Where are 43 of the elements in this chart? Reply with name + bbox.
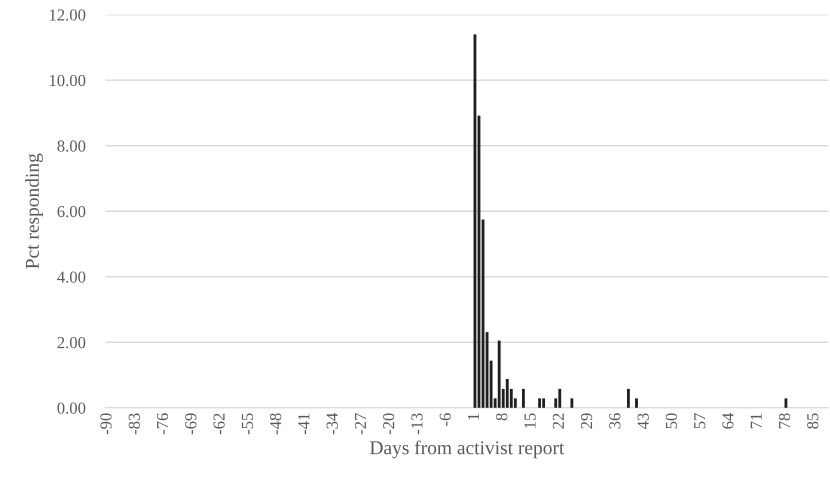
x-tick-label: 22 bbox=[552, 414, 564, 429]
x-tick-label: -76 bbox=[156, 413, 168, 434]
x-tick-label: 64 bbox=[722, 412, 734, 429]
x-tick-label: 50 bbox=[666, 413, 678, 428]
bar bbox=[635, 398, 638, 408]
bar bbox=[627, 388, 630, 408]
x-tick-label: -55 bbox=[242, 413, 253, 434]
x-tick-label: -62 bbox=[213, 414, 225, 434]
y-tick-label: 12.00 bbox=[50, 9, 86, 21]
x-tick-label: -48 bbox=[270, 413, 282, 434]
x-tick-label: 71 bbox=[750, 414, 762, 428]
x-tick-label: -13 bbox=[411, 413, 423, 434]
x-tick-label: -20 bbox=[383, 413, 394, 434]
y-tick-label: 2.00 bbox=[58, 337, 86, 348]
bar bbox=[522, 388, 525, 408]
bar bbox=[570, 398, 574, 408]
x-tick-label: -34 bbox=[326, 412, 338, 434]
x-tick-label: -90 bbox=[100, 413, 112, 434]
x-tick-label: 85 bbox=[807, 413, 818, 429]
x-tick-label: 29 bbox=[581, 413, 592, 429]
bar bbox=[538, 398, 541, 408]
y-axis-title: Pct responding bbox=[25, 154, 43, 269]
x-tick-label: 1 bbox=[468, 414, 479, 420]
x-tick-label: -69 bbox=[185, 413, 196, 434]
x-tick-label: -27 bbox=[354, 413, 366, 434]
x-tick-label: 43 bbox=[638, 413, 649, 430]
x-axis-title: Days from activist report bbox=[370, 440, 564, 458]
x-tick-label: 57 bbox=[694, 413, 706, 428]
x-tick-label: 36 bbox=[609, 413, 620, 429]
y-tick-label: 4.00 bbox=[57, 271, 86, 283]
bar bbox=[784, 398, 788, 408]
x-tick-label: -83 bbox=[128, 413, 140, 434]
bar bbox=[474, 34, 476, 408]
y-tick-label: 8.00 bbox=[57, 140, 86, 152]
bar bbox=[542, 398, 546, 408]
y-tick-label: 6.00 bbox=[58, 206, 86, 218]
x-tick-label: 15 bbox=[524, 413, 536, 428]
x-tick-label: -41 bbox=[298, 414, 310, 434]
y-tick-label: 10.00 bbox=[50, 74, 86, 86]
x-tick-label: 78 bbox=[778, 413, 790, 428]
x-tick-label: -6 bbox=[440, 413, 451, 426]
x-tick-label: 8 bbox=[496, 413, 508, 420]
y-tick-label: 0.00 bbox=[57, 402, 86, 414]
